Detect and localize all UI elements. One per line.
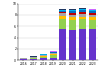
Bar: [89, 11, 96, 13]
Bar: [40, 56, 47, 57]
Bar: [30, 57, 37, 58]
Bar: [60, 16, 66, 19]
Bar: [60, 12, 66, 13]
Bar: [30, 59, 37, 60]
Bar: [30, 58, 37, 59]
Bar: [40, 57, 47, 58]
Bar: [69, 15, 76, 17]
Bar: [69, 20, 76, 30]
Bar: [50, 55, 56, 58]
Bar: [50, 53, 56, 54]
Bar: [89, 29, 96, 60]
Bar: [60, 13, 66, 16]
Bar: [79, 29, 86, 60]
Bar: [69, 13, 76, 15]
Bar: [60, 29, 66, 60]
Bar: [69, 30, 76, 60]
Bar: [20, 58, 27, 59]
Bar: [60, 11, 66, 12]
Bar: [79, 8, 86, 9]
Bar: [50, 51, 56, 52]
Bar: [40, 58, 47, 60]
Bar: [60, 10, 66, 11]
Bar: [69, 17, 76, 20]
Bar: [79, 14, 86, 17]
Bar: [89, 17, 96, 20]
Bar: [50, 54, 56, 55]
Bar: [79, 10, 86, 12]
Bar: [89, 13, 96, 15]
Bar: [40, 55, 47, 56]
Bar: [69, 11, 76, 13]
Bar: [79, 9, 86, 10]
Bar: [89, 15, 96, 17]
Bar: [79, 17, 86, 19]
Bar: [50, 52, 56, 53]
Bar: [69, 10, 76, 11]
Bar: [79, 12, 86, 14]
Bar: [89, 20, 96, 29]
Bar: [20, 59, 27, 60]
Bar: [89, 10, 96, 11]
Bar: [60, 19, 66, 29]
Bar: [79, 19, 86, 29]
Bar: [50, 58, 56, 60]
Bar: [60, 9, 66, 10]
Bar: [69, 9, 76, 10]
Bar: [40, 54, 47, 55]
Bar: [89, 9, 96, 10]
